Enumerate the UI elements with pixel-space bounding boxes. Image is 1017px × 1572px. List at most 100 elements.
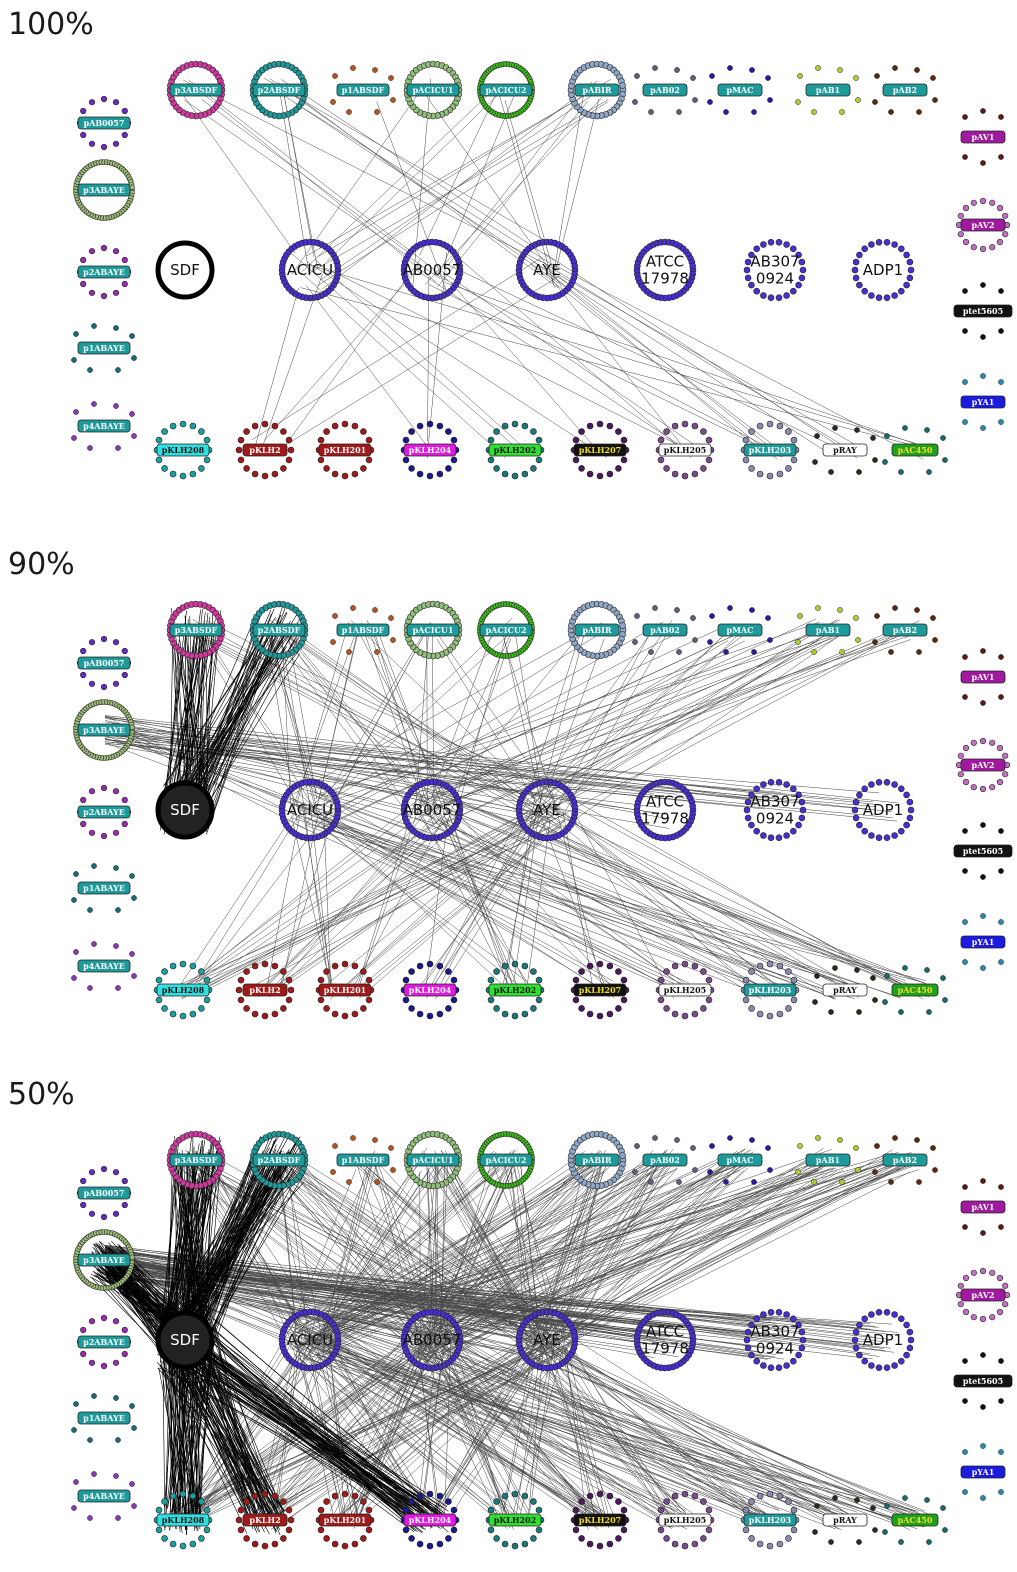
plasmid-pRAY: pRAY — [812, 965, 878, 1015]
pKLH201-dot — [331, 422, 339, 430]
pKLH204-label: pKLH204 — [409, 1515, 452, 1525]
pYA1-dot — [962, 919, 968, 925]
pKLH205-dot — [663, 968, 670, 975]
plasmid-pAV2: pAV2 — [955, 1267, 1011, 1323]
pKLH205-dot — [691, 422, 699, 430]
pACICU1-label-box — [406, 623, 460, 637]
AB307 0924-dot — [795, 821, 802, 829]
pKLH201-dot — [365, 996, 373, 1004]
pKLH2-dot — [251, 1010, 259, 1018]
pAB1-dot — [839, 649, 845, 655]
plasmid-pKLH203: pKLH203 — [740, 960, 800, 1020]
pKLH207-dot — [615, 428, 622, 435]
pAV1-label-box — [960, 670, 1006, 684]
plasmid-pKLH201: pKLH201 — [315, 420, 375, 480]
pKLH2-dot — [237, 456, 245, 464]
pAB02-dot — [634, 613, 640, 619]
core-label: SDF — [170, 261, 200, 279]
pAB0057-dot — [121, 1201, 128, 1209]
AB307 0924-dot — [767, 1364, 775, 1371]
pRAY-label: pRAY — [833, 1515, 857, 1525]
AB307 0924-dot — [743, 1336, 751, 1344]
pAB1-dot — [797, 1143, 803, 1149]
pKLH205-dot — [671, 422, 679, 430]
pRAY-dot — [814, 973, 820, 979]
pKLH207-dot — [578, 465, 585, 472]
pKLH205-dot — [671, 1540, 679, 1548]
plasmid-pKLH207: pKLH207 — [570, 960, 630, 1020]
core-label: ACICU — [287, 1331, 333, 1349]
pAV2-dot — [957, 752, 964, 759]
pAV1-dot — [962, 114, 968, 120]
pKLH207-dot — [572, 1506, 580, 1514]
pAV1-label: pAV1 — [972, 672, 995, 682]
pKLH204-dot — [426, 420, 434, 428]
p1ABAYE-dot — [71, 897, 77, 903]
pAB02-dot — [632, 1169, 638, 1175]
pKLH2-label-box — [242, 1513, 288, 1527]
p1ABSDF-dot — [346, 109, 352, 115]
plasmid-p2ABSDF: p2ABSDF — [249, 600, 309, 660]
p3ABAYE-label-box — [77, 183, 131, 197]
pAV2-dot — [1002, 1282, 1009, 1289]
pAV2-dot — [970, 244, 977, 251]
pAC450-dot — [898, 1009, 904, 1015]
pYA1-dot — [962, 419, 968, 425]
plasmid-p4ABAYE: p4ABAYE — [71, 401, 137, 451]
plasmid-pKLH203: pKLH203 — [740, 420, 800, 480]
core-genome-AB0057: AB0057 — [400, 778, 464, 842]
pKLH202-dot — [493, 465, 500, 472]
pAB2-dot — [874, 73, 880, 79]
p1ABAYE-dot — [115, 367, 121, 373]
p1ABSDF-dot — [388, 75, 394, 81]
pKLH207-label-box — [573, 1513, 627, 1527]
pKLH202-dot — [501, 470, 509, 478]
plasmid-p3ABAYE: p3ABAYE — [73, 699, 135, 761]
pKLH204-dot — [450, 996, 458, 1004]
p4ABAYE-dot — [73, 949, 79, 955]
ADP1-dot — [851, 1336, 859, 1344]
ADP1-dot — [856, 791, 863, 799]
pYA1-dot — [962, 379, 968, 385]
pKLH2-dot — [235, 446, 243, 454]
ptet5605-dot — [980, 1352, 986, 1358]
pKLH207-dot — [578, 1535, 585, 1542]
pKLH207-dot — [586, 1540, 594, 1548]
p2ABAYE-dot — [88, 1318, 96, 1325]
pKLH205-dot — [705, 436, 713, 444]
pACICU1-label-box — [406, 83, 460, 97]
pAC450-dot — [898, 1539, 904, 1545]
core-label: AYE — [533, 801, 561, 819]
pKLH2-dot — [261, 1542, 269, 1550]
pKLH208-dot — [198, 428, 205, 435]
pKLH203-dot — [776, 470, 784, 478]
pKLH202-dot — [521, 962, 529, 970]
pACICU2-label-box — [479, 83, 533, 97]
ADP1-dot — [891, 241, 898, 248]
p1ABSDF-dot — [332, 613, 338, 619]
pAB0057-dot — [121, 671, 128, 679]
pKLH205-dot — [657, 436, 665, 444]
pKLH207-dot — [620, 996, 628, 1004]
pKLH201-dot — [317, 976, 325, 984]
pRAY-dot — [854, 1497, 860, 1503]
pAB1-dot — [795, 1169, 801, 1175]
plasmid-pKLH208: pKLH208 — [153, 1490, 213, 1550]
pAC450-label-box — [891, 983, 939, 997]
core-genome-ACICU: ACICU — [278, 778, 342, 842]
AYE-dot — [571, 802, 579, 810]
pKLH207-dot — [620, 1526, 628, 1534]
pAB1-dot — [855, 637, 861, 643]
pRAY-label-box — [822, 443, 868, 457]
pAC450-dot — [882, 999, 888, 1005]
pKLH2-dot — [235, 986, 243, 994]
p1ABSDF-dot — [330, 99, 336, 105]
plasmid-pRAY: pRAY — [812, 1495, 878, 1545]
pAV1-label-box — [960, 130, 1006, 144]
pKLH207-dot — [596, 1012, 604, 1020]
pKLH205-dot — [691, 962, 699, 970]
pAB0057-label: pAB0057 — [84, 118, 125, 128]
pKLH203-dot — [785, 1535, 792, 1542]
p2ABSDF-label: p2ABSDF — [258, 1155, 301, 1165]
pYA1-dot — [980, 373, 986, 379]
